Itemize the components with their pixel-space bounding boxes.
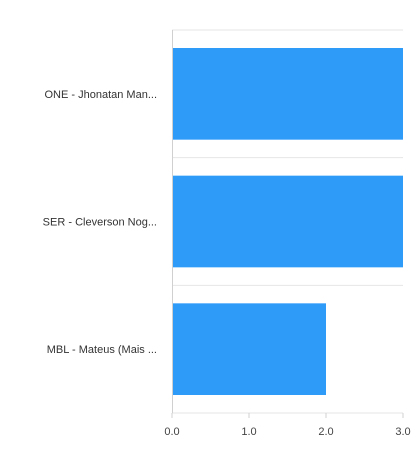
x-tick-label: 1.0	[241, 426, 256, 438]
bars-layer	[172, 48, 403, 395]
x-tick-label: 2.0	[318, 426, 333, 438]
bar-2[interactable]	[172, 303, 326, 395]
grid-layer	[172, 29, 403, 414]
x-tick-label: 3.0	[395, 426, 410, 438]
category-label: SER - Cleverson Nog...	[43, 217, 157, 229]
labels-layer: ONE - Jhonatan Man... SER - Cleverson Nog…	[43, 89, 411, 438]
bar-0[interactable]	[172, 48, 403, 140]
bar-1[interactable]	[172, 175, 403, 268]
category-label: ONE - Jhonatan Man...	[45, 89, 158, 101]
axis-layer	[171, 30, 404, 418]
x-tick-label: 0.0	[164, 426, 179, 438]
category-label: MBL - Mateus (Mais ...	[47, 344, 157, 356]
